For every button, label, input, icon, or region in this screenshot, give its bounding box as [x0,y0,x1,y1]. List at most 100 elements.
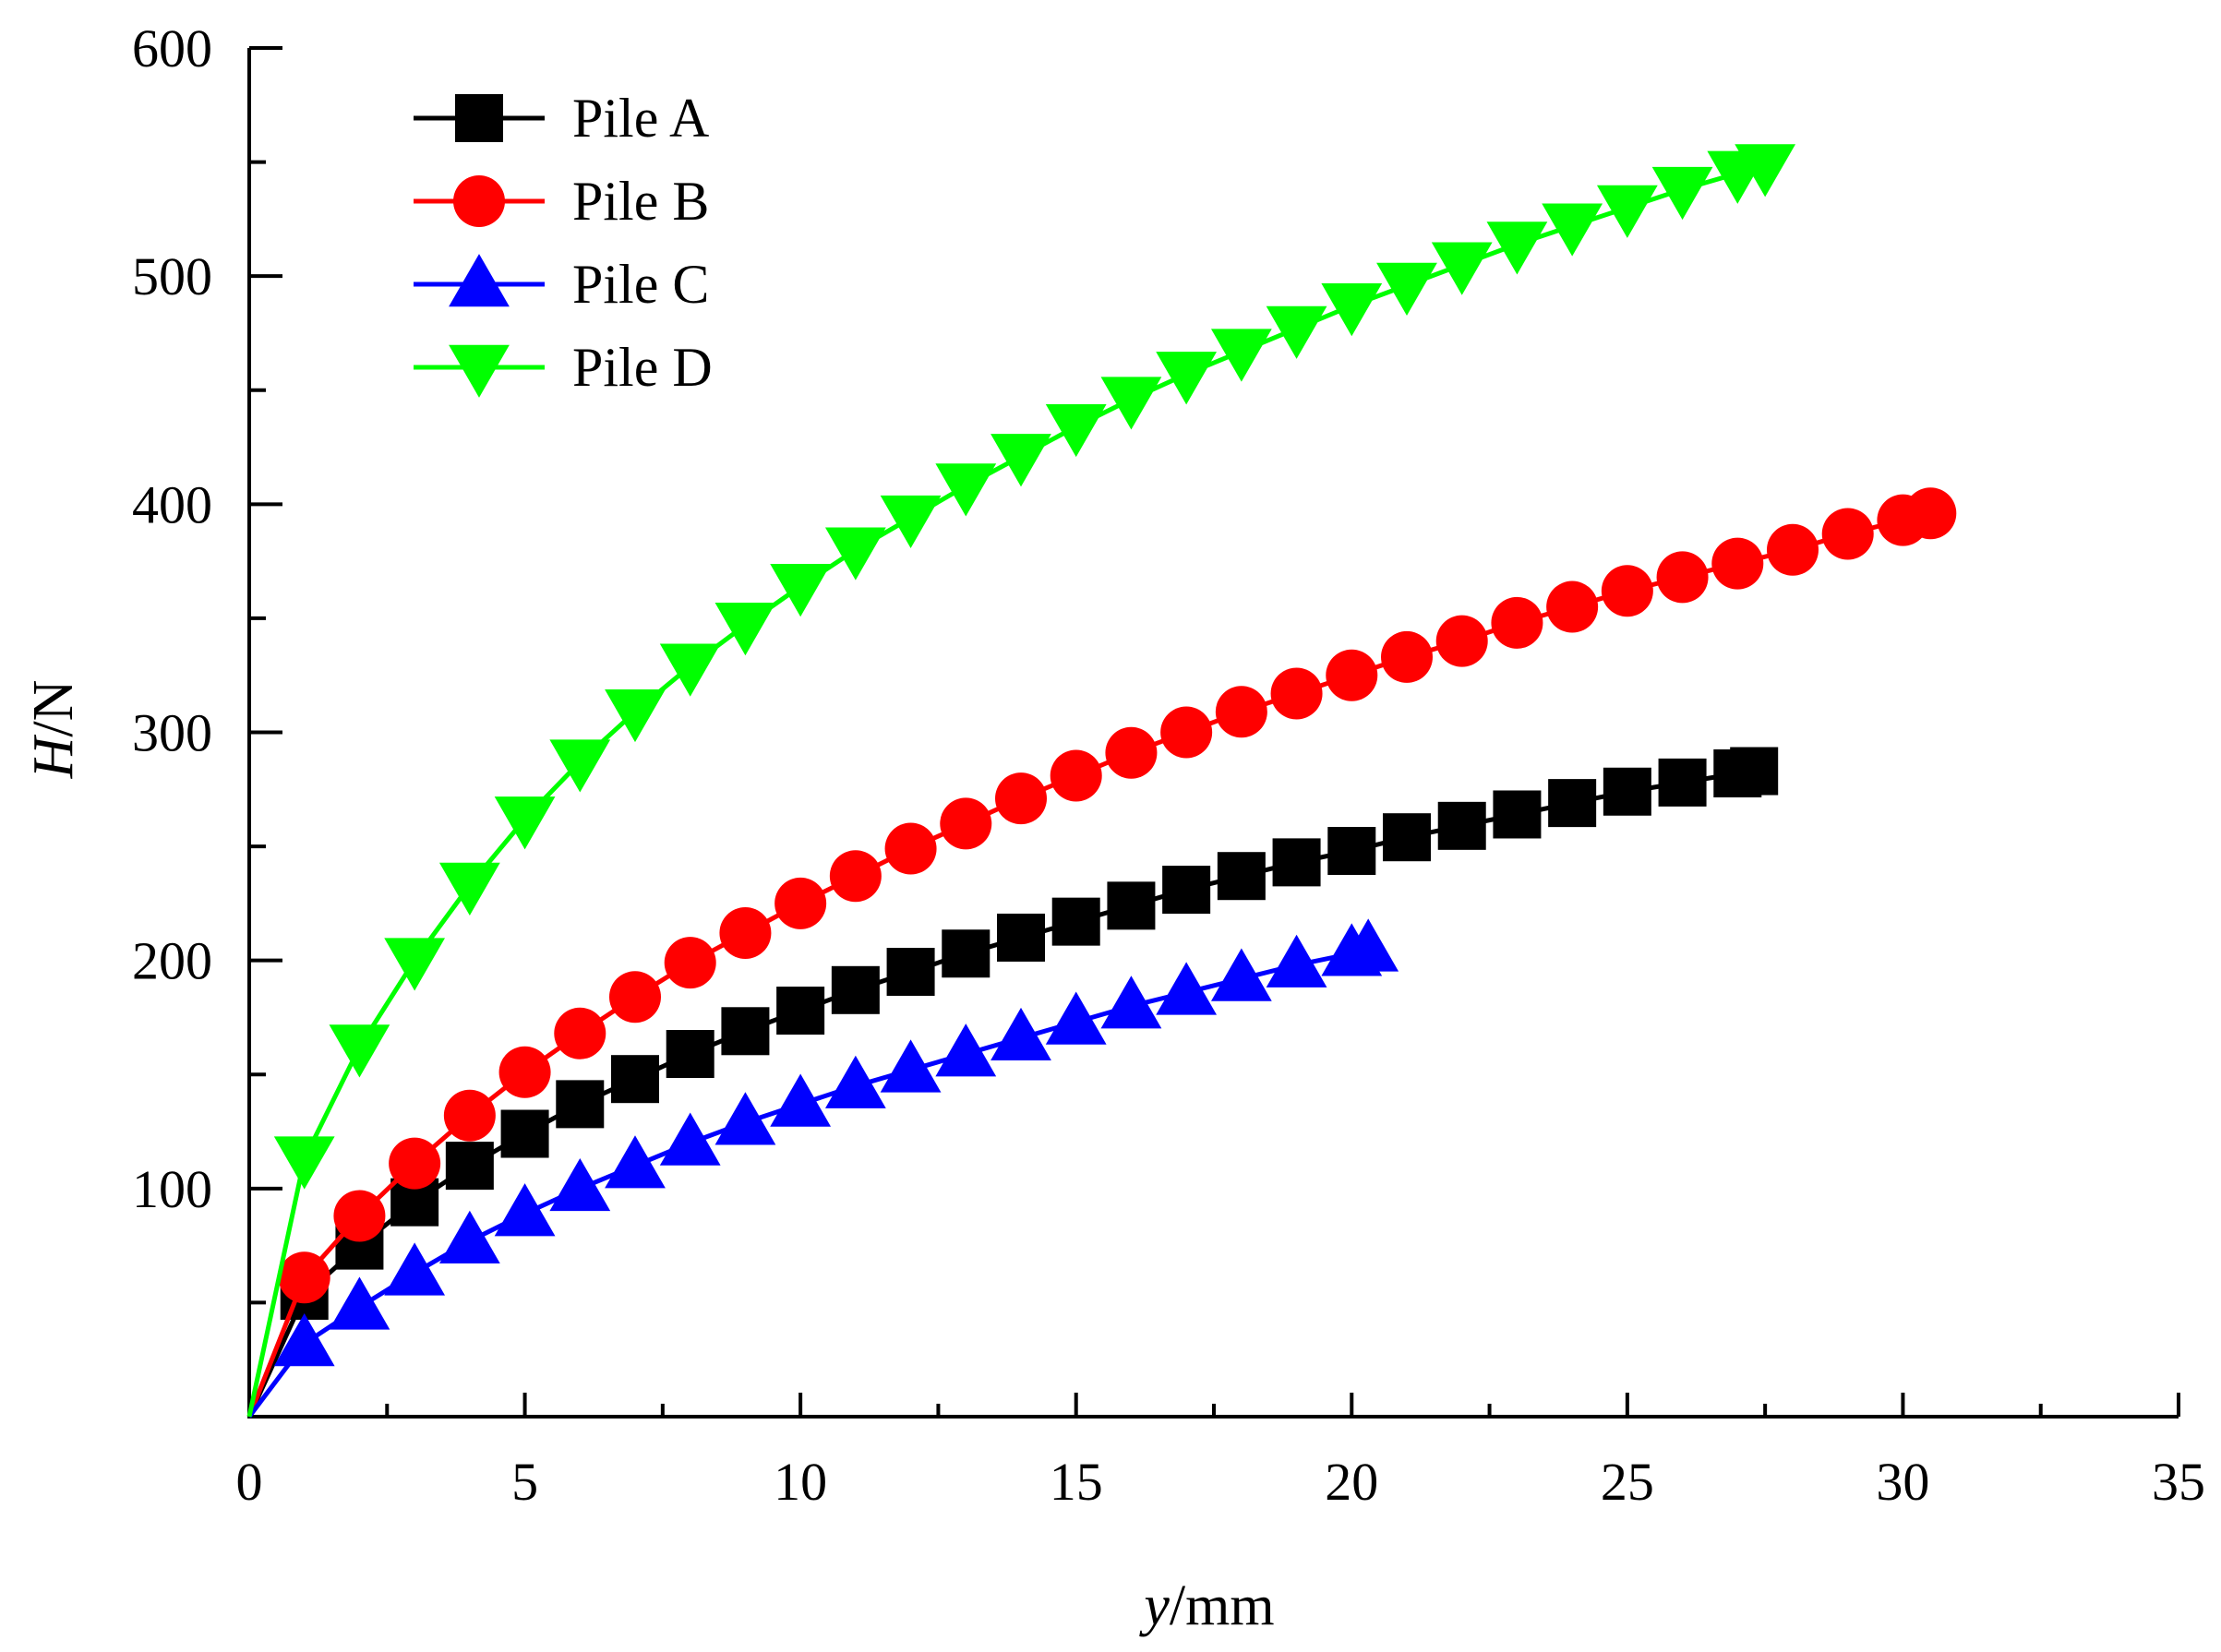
y-tick-label: 400 [132,474,212,534]
data-point-pile-b [1105,726,1158,779]
data-point-pile-b [278,1251,330,1304]
data-point-pile-c [605,1135,666,1189]
data-point-pile-d [1210,329,1272,382]
y-tick-label: 500 [132,246,212,306]
data-point-pile-c [659,1112,721,1166]
data-point-pile-d [714,603,776,656]
y-tick-label: 600 [132,18,212,78]
data-point-pile-a [1548,779,1597,828]
y-axis-title: H/N [22,680,85,780]
legend-item-pile-d: Pile D [414,337,713,398]
data-point-pile-d [1100,377,1162,430]
data-point-pile-d [549,739,611,793]
data-point-pile-c [1266,934,1327,988]
data-point-pile-a [721,1007,770,1056]
data-point-pile-a [1383,813,1431,862]
data-point-pile-a [1437,801,1486,850]
data-point-pile-c [990,1007,1051,1061]
data-point-pile-d [1156,352,1218,405]
axes: 0 5 10 15 20 25 30 35 100 200 300 400 500 600 [132,18,2205,1512]
data-point-pile-b [554,1007,606,1059]
data-point-pile-b [1381,630,1433,683]
data-point-pile-a [556,1080,605,1129]
data-point-pile-b [1904,487,1957,540]
data-point-pile-a [1272,838,1321,887]
data-point-pile-c [273,1313,335,1367]
legend-marker [449,254,510,307]
data-point-pile-a [666,1030,714,1079]
x-tick-label: 15 [1050,1452,1103,1512]
data-point-pile-b [774,877,827,929]
data-point-pile-a [1658,758,1707,807]
legend-label: Pile D [572,337,713,398]
series-line-pile-c [247,946,1369,1419]
legend-item-pile-b: Pile B [414,171,709,232]
data-point-pile-b [1270,667,1323,720]
y-tick-label: 200 [132,931,212,991]
data-point-pile-c [1100,976,1162,1029]
data-point-pile-a [611,1055,659,1104]
data-point-pile-d [1596,185,1658,238]
data-point-pile-d [1735,144,1796,198]
data-point-pile-a [500,1109,549,1158]
legend-marker [455,94,503,142]
data-point-pile-b [1711,537,1764,590]
legend: Pile A Pile B Pile C Pile D [414,88,713,398]
legend-item-pile-c: Pile C [414,254,709,315]
data-point-pile-c [770,1073,832,1127]
data-point-pile-d [824,527,886,581]
series-pile-a [246,747,1779,1419]
data-point-pile-c [384,1242,446,1296]
data-point-pile-a [1730,747,1779,796]
data-point-pile-b [940,797,992,850]
data-point-pile-d [1431,242,1493,295]
data-point-pile-d [605,688,666,743]
data-point-pile-c [329,1276,390,1330]
data-point-pile-c [1210,948,1272,1001]
data-point-pile-a [1162,866,1211,915]
x-axis-title-unit: /mm [1170,1574,1275,1637]
data-point-pile-b [1491,596,1543,649]
data-point-pile-d [770,564,832,617]
data-point-pile-a [831,965,880,1014]
data-point-pile-c [1156,962,1218,1015]
data-point-pile-d [659,643,721,697]
data-point-pile-c [1045,991,1107,1045]
data-point-pile-a [1603,767,1651,816]
data-point-pile-b [1215,686,1267,738]
data-point-pile-a [886,948,935,997]
data-point-pile-b [664,937,716,989]
data-point-pile-d [438,862,500,916]
legend-label: Pile C [572,254,709,315]
data-point-pile-d [880,495,942,549]
data-point-pile-b [1821,508,1874,560]
data-point-pile-d [273,1136,335,1190]
data-point-pile-c [880,1039,942,1093]
data-point-pile-c [935,1024,997,1077]
data-point-pile-d [935,463,997,517]
y-axis-title-italic: H [22,734,85,779]
y-tick-label: 300 [132,703,212,763]
x-tick-label: 35 [2152,1452,2205,1512]
data-point-pile-b [995,772,1047,825]
data-point-pile-c [494,1183,556,1237]
data-point-pile-a [445,1142,494,1191]
data-point-pile-b [1435,615,1488,667]
series-pile-b [246,487,1957,1418]
data-point-pile-b [333,1190,386,1242]
x-tick-label: 5 [511,1452,538,1512]
data-point-pile-a [942,929,990,978]
data-point-pile-d [329,1024,390,1078]
series-pile-c [247,918,1399,1419]
data-point-pile-c [824,1055,886,1108]
series-pile-d [246,144,1796,1418]
data-point-pile-c [549,1157,611,1212]
data-point-pile-b [829,850,882,903]
x-axis-title-italic: y [1138,1574,1170,1637]
data-point-pile-b [1050,749,1102,802]
series-layer [246,144,1957,1419]
data-point-pile-c [1338,918,1399,972]
data-point-pile-b [609,971,661,1024]
data-point-pile-b [719,907,772,960]
